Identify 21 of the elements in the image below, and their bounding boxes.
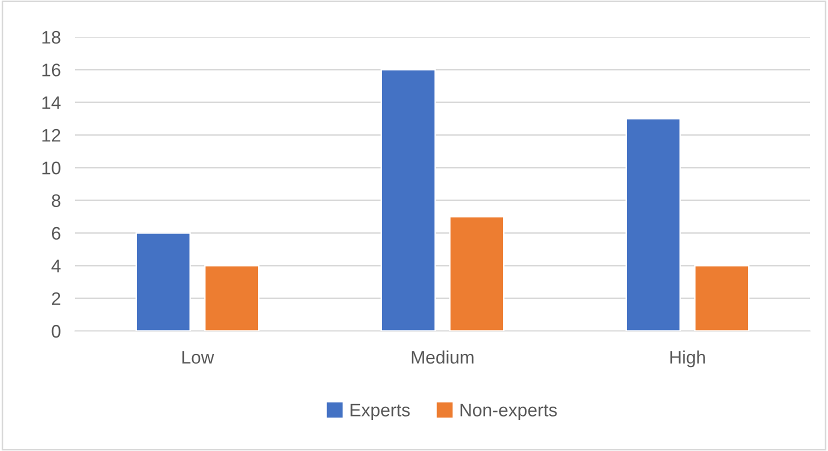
bar: [204, 264, 260, 331]
bar: [626, 118, 681, 331]
y-tick-label: 4: [51, 260, 61, 272]
y-tick-label: 16: [42, 64, 60, 76]
x-tick-label: High: [670, 350, 705, 368]
y-tick-label: 8: [52, 194, 60, 208]
y-tick-label: 0: [52, 324, 60, 338]
bar: [380, 68, 436, 331]
y-tick-label: 12: [42, 128, 60, 142]
y-tick-label: 6: [52, 226, 60, 240]
legend-label: Experts: [350, 404, 410, 420]
x-tick-label: Low: [182, 351, 214, 364]
y-tick-label: 18: [42, 30, 60, 44]
legend-label: Non-experts: [460, 404, 557, 420]
bar: [694, 264, 750, 331]
y-tick-label: 14: [42, 96, 61, 109]
bar: [449, 216, 504, 331]
y-tick-label: 10: [42, 162, 60, 174]
y-tick-label: 2: [52, 292, 60, 305]
x-tick-label: Medium: [412, 350, 474, 364]
bar: [136, 232, 191, 331]
